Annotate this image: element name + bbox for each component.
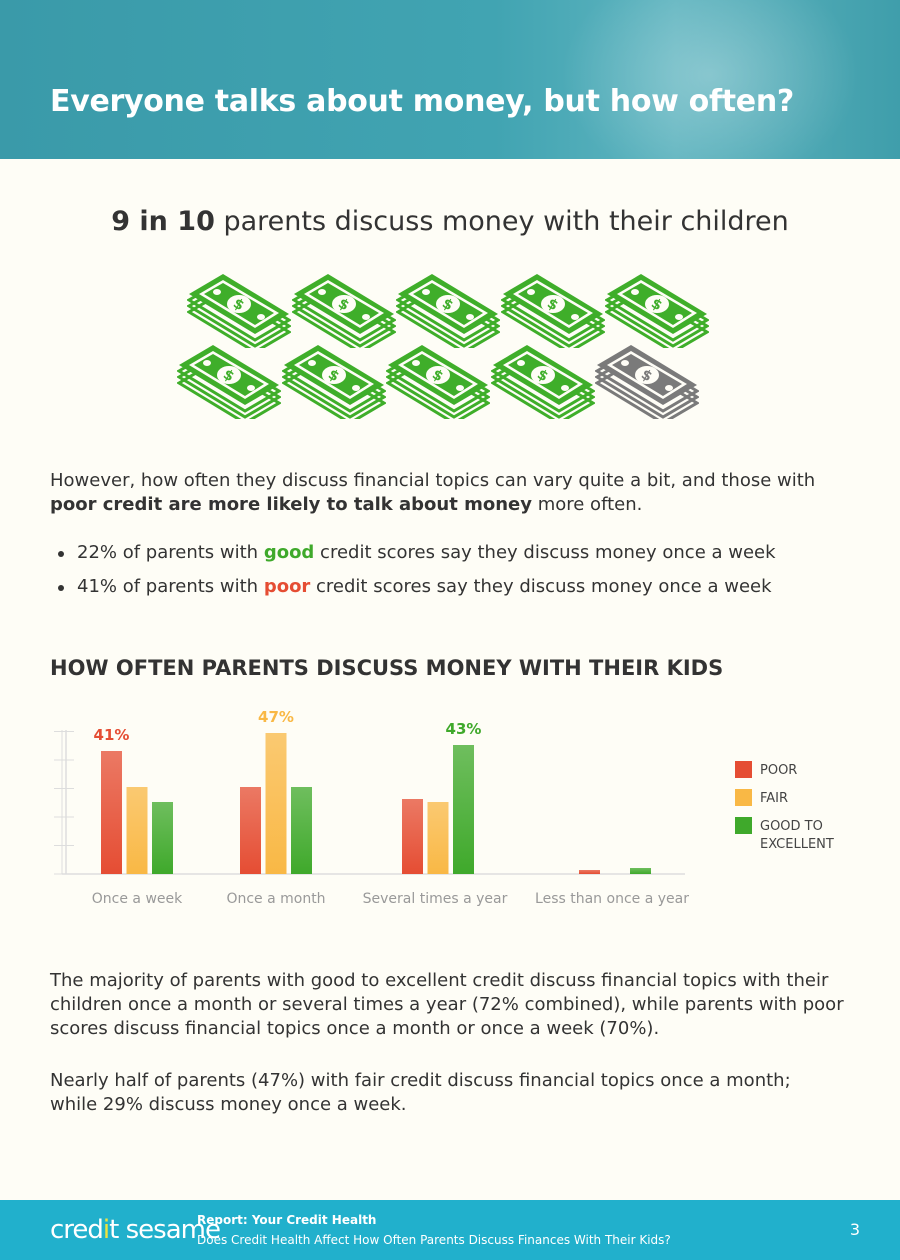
dollar-bill-stack-icon: $ bbox=[491, 345, 595, 419]
footer-report-subtitle: Does Credit Health Affect How Often Pare… bbox=[197, 1233, 671, 1247]
bullet-text-post: credit scores say they discuss money onc… bbox=[314, 542, 776, 563]
page-number: 3 bbox=[849, 1220, 860, 1239]
intro-text-2: more often. bbox=[531, 494, 643, 515]
intro-paragraph: However, how often they discuss financia… bbox=[50, 469, 860, 517]
dollar-bill-stack-icon: $ bbox=[282, 345, 386, 419]
data-label: 47% bbox=[258, 708, 294, 726]
footer-report-label: Report: Your Credit Health bbox=[197, 1213, 377, 1227]
bar-fair bbox=[126, 787, 148, 874]
dollar-bill-stack-icon: $ bbox=[605, 274, 709, 348]
bar-fair bbox=[427, 802, 449, 874]
legend-item: GOOD TO EXCELLENT bbox=[735, 816, 875, 852]
legend-swatch bbox=[735, 761, 752, 778]
header-banner: Everyone talks about money, but how ofte… bbox=[0, 0, 900, 159]
dollar-bill-stack-icon: $ bbox=[292, 274, 396, 348]
logo-text-a: cred bbox=[50, 1215, 104, 1245]
dollar-bill-stack-icon: $ bbox=[177, 345, 281, 419]
chart-title: HOW OFTEN PARENTS DISCUSS MONEY WITH THE… bbox=[50, 656, 724, 680]
footer: credit sesame Report: Your Credit Health… bbox=[0, 1200, 900, 1260]
fair-credit-paragraph: Nearly half of parents (47%) with fair c… bbox=[50, 1070, 791, 1115]
x-tick-label: Less than once a year bbox=[535, 891, 689, 907]
summary-paragraph: The majority of parents with good to exc… bbox=[50, 970, 844, 1039]
bullet-item: 41% of parents with poor credit scores s… bbox=[50, 575, 850, 609]
bullet-highlight-good: good bbox=[263, 542, 315, 563]
bullet-text-pre: 22% of parents with bbox=[77, 542, 264, 563]
intro-text-1: However, how often they discuss financia… bbox=[50, 470, 816, 491]
legend-label: FAIR bbox=[760, 791, 789, 806]
bar-good-to-excellent bbox=[453, 745, 474, 874]
page-title: Everyone talks about money, but how ofte… bbox=[50, 84, 794, 119]
bullet-text-pre: 41% of parents with bbox=[77, 576, 264, 597]
headline: 9 in 10 parents discuss money with their… bbox=[0, 206, 900, 237]
legend-label: GOOD TO EXCELLENT bbox=[760, 819, 834, 852]
bar-poor bbox=[240, 787, 261, 874]
intro-bold: poor credit are more likely to talk abou… bbox=[50, 494, 532, 515]
dollar-bill-stack-icon: $ bbox=[501, 274, 605, 348]
legend-item: POOR bbox=[735, 760, 875, 788]
chart-legend: POOR FAIR GOOD TO EXCELLENT bbox=[735, 760, 875, 852]
bar-good-to-excellent bbox=[291, 787, 312, 874]
data-label: 43% bbox=[446, 720, 482, 738]
bar-poor bbox=[101, 751, 122, 874]
headline-rest: parents discuss money with their childre… bbox=[214, 206, 789, 237]
bullet-text-post: credit scores say they discuss money onc… bbox=[310, 576, 772, 597]
bar-chart: Once a week Once a month Several times a y… bbox=[54, 708, 689, 907]
bar-poor bbox=[402, 799, 423, 874]
logo-text-i: i bbox=[102, 1215, 110, 1245]
logo-text-b: t sesame bbox=[109, 1215, 221, 1245]
data-label: 41% bbox=[94, 726, 130, 744]
x-tick-label: Several times a year bbox=[363, 891, 508, 907]
headline-bold: 9 in 10 bbox=[111, 206, 215, 237]
x-tick-label: Once a month bbox=[226, 891, 325, 907]
bullet-item: 22% of parents with good credit scores s… bbox=[50, 541, 850, 575]
bar-poor bbox=[579, 870, 600, 874]
bar-good-to-excellent bbox=[630, 868, 651, 874]
legend-label: POOR bbox=[760, 763, 798, 778]
legend-swatch bbox=[735, 789, 752, 806]
legend-item: FAIR bbox=[735, 788, 875, 816]
bar-good-to-excellent bbox=[152, 802, 173, 874]
dollar-bill-stack-icon: $ bbox=[595, 345, 699, 419]
legend-swatch bbox=[735, 817, 752, 834]
credit-sesame-logo: credit sesame bbox=[50, 1215, 221, 1245]
dollar-bill-stack-icon: $ bbox=[396, 274, 500, 348]
x-tick-label: Once a week bbox=[92, 891, 183, 907]
dollar-bill-stack-icon: $ bbox=[187, 274, 291, 348]
header-photo-overlay bbox=[560, 0, 860, 159]
bullet-highlight-poor: poor bbox=[263, 576, 311, 597]
stat-bullets: 22% of parents with good credit scores s… bbox=[50, 541, 850, 609]
dollar-bill-stack-icon: $ bbox=[386, 345, 490, 419]
bar-fair bbox=[265, 733, 287, 874]
